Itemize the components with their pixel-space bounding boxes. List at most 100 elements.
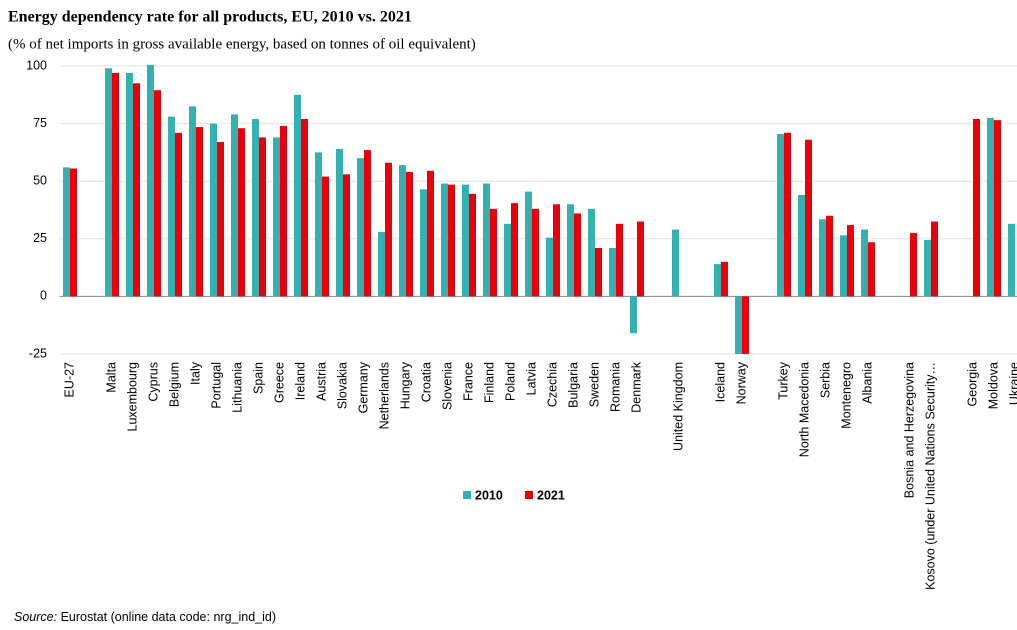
bar (987, 117, 994, 297)
legend-swatch (463, 491, 471, 499)
bar (385, 162, 392, 297)
bar (357, 158, 364, 297)
x-tick-label: Netherlands (377, 362, 391, 429)
bar (1008, 223, 1015, 297)
source-label: Source: (14, 610, 57, 624)
bar (154, 90, 161, 297)
legend-label: 2010 (475, 488, 503, 502)
source: Source: Eurostat (online data code: nrg_… (14, 610, 276, 624)
x-tick-label: France (461, 362, 475, 401)
x-tick-label: Ukraine (1007, 362, 1017, 405)
x-tick-label: Slovakia (335, 362, 349, 409)
x-tick-label: Sweden (587, 362, 601, 407)
bar (567, 204, 574, 297)
x-tick-label: Kosovo (under United Nations Security… (923, 362, 937, 590)
bar (315, 152, 322, 297)
bar (63, 167, 70, 297)
bar (819, 219, 826, 297)
bar (252, 118, 259, 297)
y-tick-label: 75 (33, 116, 47, 130)
bar (126, 72, 133, 297)
bar (217, 142, 224, 297)
x-tick-label: Lithuania (230, 362, 244, 413)
chart-title: Energy dependency rate for all products,… (8, 9, 412, 26)
bar (70, 168, 77, 297)
bar (609, 248, 616, 297)
x-tick-label: Moldova (986, 362, 1000, 409)
bar (574, 213, 581, 297)
x-tick-label: Montenegro (839, 362, 853, 429)
x-tick-label: Croatia (419, 362, 433, 402)
x-tick-label: Romania (608, 362, 622, 412)
bar (994, 120, 1001, 297)
bar (637, 221, 644, 297)
x-tick-label: Iceland (713, 362, 727, 402)
y-tick-label: 0 (40, 289, 47, 303)
x-tick-label: Hungary (398, 361, 412, 409)
bar (546, 237, 553, 297)
x-tick-label: Luxembourg (125, 362, 139, 432)
bar (847, 224, 854, 297)
bar (147, 64, 154, 297)
bar (301, 118, 308, 297)
bar (420, 189, 427, 297)
bar (112, 72, 119, 297)
bar (427, 170, 434, 297)
bar (511, 203, 518, 297)
bar (469, 193, 476, 297)
bar (294, 94, 301, 297)
bar (406, 171, 413, 297)
bar (378, 231, 385, 297)
x-tick-label: Greece (272, 362, 286, 403)
bar (616, 223, 623, 297)
x-tick-label: Cyprus (146, 362, 160, 402)
bar (868, 242, 875, 297)
bar (672, 229, 679, 297)
x-tick-label: Bulgaria (566, 362, 580, 408)
x-tick-label: Turkey (776, 361, 790, 399)
bar (175, 132, 182, 297)
x-tick-label: Portugal (209, 362, 223, 409)
bar (189, 106, 196, 297)
bar (931, 221, 938, 297)
bar (588, 208, 595, 297)
x-tick-label: Germany (356, 361, 370, 413)
x-tick-label: Poland (503, 362, 517, 401)
x-tick-label: Ireland (293, 362, 307, 400)
bar (273, 137, 280, 297)
bar (238, 128, 245, 297)
bar (973, 118, 980, 297)
y-tick-label: 25 (33, 231, 47, 245)
x-tick-label: Georgia (965, 362, 979, 407)
bar (630, 296, 637, 334)
source-text: Eurostat (online data code: nrg_ind_id) (61, 610, 276, 624)
x-tick-label: EU-27 (62, 362, 76, 397)
x-tick-label: Austria (314, 362, 328, 401)
x-tick-label: Slovenia (440, 362, 454, 410)
bar (441, 183, 448, 297)
bar (805, 139, 812, 297)
bar (105, 68, 112, 297)
x-tick-label: Belgium (167, 362, 181, 407)
bar (532, 208, 539, 297)
bar (735, 296, 742, 354)
bar (364, 150, 371, 297)
y-tick-label: -25 (29, 346, 47, 360)
bar (553, 204, 560, 297)
bar (343, 174, 350, 297)
bar (784, 132, 791, 297)
legend-swatch (525, 491, 533, 499)
bar (504, 223, 511, 297)
bar (210, 123, 217, 297)
bar (721, 261, 728, 297)
chart-subtitle: (% of net imports in gross available ene… (8, 36, 476, 52)
bar (595, 248, 602, 297)
bar (259, 137, 266, 297)
bar (924, 239, 931, 297)
bar (196, 127, 203, 297)
bar (861, 229, 868, 297)
x-tick-label: Norway (734, 361, 748, 404)
x-tick-label: Denmark (629, 361, 643, 412)
bar (448, 184, 455, 297)
bar (525, 191, 532, 297)
